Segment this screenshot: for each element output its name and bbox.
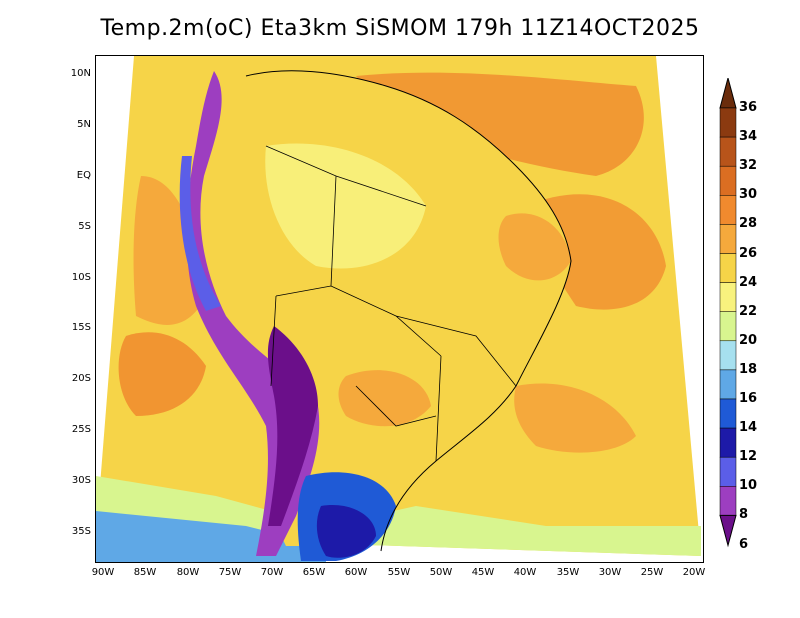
colorbar-segment	[719, 398, 737, 429]
colorbar-label: 10	[739, 478, 758, 494]
lat-label: 35S	[71, 526, 91, 537]
lat-label: 10S	[71, 272, 91, 283]
lat-label: 25S	[71, 424, 91, 435]
colorbar-label: 14	[739, 420, 758, 436]
lon-label: 30W	[598, 567, 622, 578]
lon-label: 50W	[429, 567, 453, 578]
colorbar-label: 16	[739, 391, 758, 406]
colorbar-label: 18	[739, 361, 758, 377]
lat-label: 5S	[78, 221, 91, 232]
colorbar-label: 12	[739, 449, 758, 465]
northeast-hotspot	[498, 213, 571, 281]
lon-label: 75W	[218, 567, 242, 578]
lon-label: 90W	[91, 567, 115, 578]
colorbar-label: 24	[739, 274, 758, 290]
lat-label: 15S	[71, 322, 91, 333]
colorbar-top-arrow	[719, 78, 737, 109]
colorbar-segment	[719, 486, 737, 516]
colorbar-segment	[719, 282, 737, 312]
colorbar-label: 26	[739, 245, 758, 261]
colorbar-label: 30	[739, 187, 758, 203]
lat-label: 30S	[71, 475, 91, 486]
lon-label: 25W	[640, 567, 664, 578]
colorbar-segment	[719, 311, 737, 342]
pampas-deep-cold	[316, 505, 376, 558]
colorbar-label: 36	[739, 100, 758, 115]
map-frame	[95, 55, 704, 563]
colorbar-segment	[719, 369, 737, 400]
colorbar-label: 28	[739, 216, 758, 232]
lon-label: 20W	[682, 567, 706, 578]
amazon-basin	[265, 143, 426, 269]
lat-label: EQ	[76, 170, 91, 181]
colorbar-label: 22	[739, 303, 758, 319]
lon-label: 65W	[302, 567, 326, 578]
lon-label: 40W	[513, 567, 537, 578]
colorbar-label: 8	[739, 507, 749, 523]
colorbar-label: 20	[739, 332, 758, 348]
border-lines	[265, 145, 517, 462]
lon-label: 85W	[133, 567, 157, 578]
colorbar-bar	[719, 78, 737, 548]
atlantic-warm-north	[356, 72, 644, 176]
lon-label: 35W	[556, 567, 580, 578]
colorbar-label: 32	[739, 158, 758, 174]
lat-label: 5N	[77, 119, 91, 130]
map-title: Temp.2m(oC) Eta3km SiSMOM 179h 11Z14OCT2…	[100, 16, 700, 41]
colorbar-label: 34	[739, 129, 758, 145]
lat-label: 20S	[71, 373, 91, 384]
lon-label: 60W	[344, 567, 368, 578]
central-hotspot	[338, 370, 431, 427]
andes-fringe	[179, 156, 221, 311]
lon-label: 55W	[387, 567, 411, 578]
colorbar-segment	[719, 195, 737, 225]
colorbar-segment	[719, 165, 737, 196]
colorbar-segment	[719, 456, 737, 487]
pacific-warm-area	[118, 332, 206, 416]
colorbar-segment	[719, 107, 737, 138]
colorbar-label: 6	[739, 536, 749, 552]
colorbar-segment	[719, 136, 737, 167]
pacific-belt	[133, 176, 206, 325]
lon-label: 45W	[471, 567, 495, 578]
colorbar-bottom-arrow	[719, 514, 737, 548]
temperature-map	[96, 56, 701, 562]
lon-label: 70W	[260, 567, 284, 578]
lat-label: 10N	[70, 68, 91, 79]
andes-core	[267, 326, 318, 526]
colorbar-segment	[719, 224, 737, 254]
atlantic-warm-south	[514, 383, 636, 453]
lon-label: 80W	[176, 567, 200, 578]
colorbar-segment	[719, 253, 737, 283]
colorbar-segment	[719, 427, 737, 458]
colorbar-segment	[719, 340, 737, 371]
